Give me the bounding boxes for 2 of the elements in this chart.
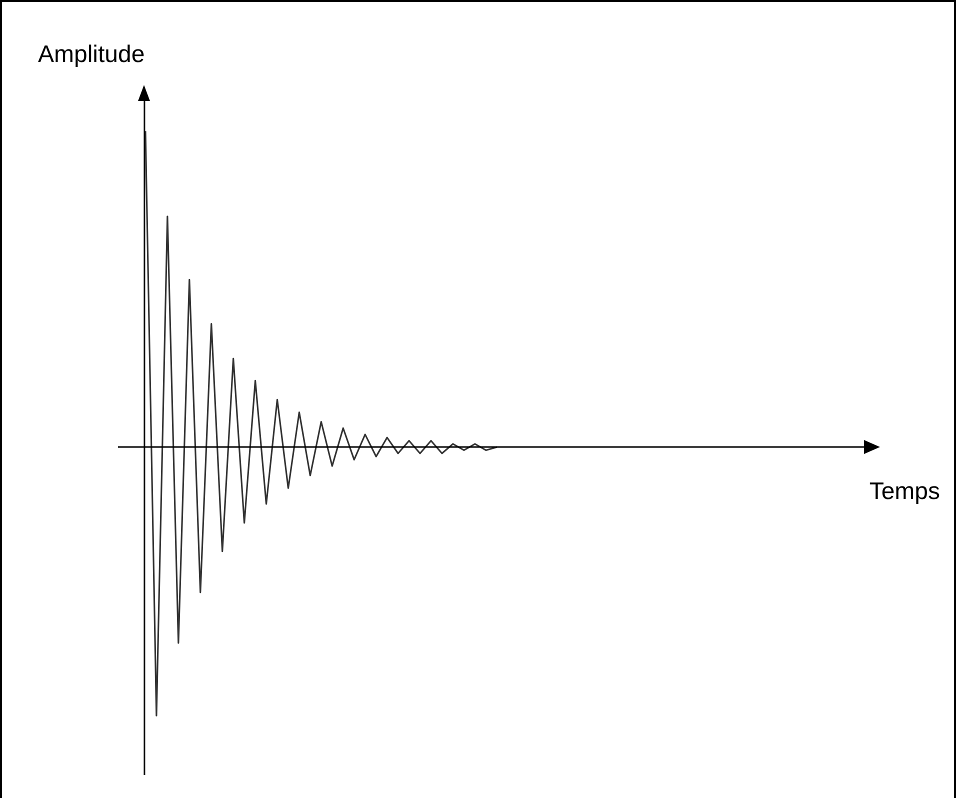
- y-axis-title: Amplitude: [38, 41, 145, 68]
- text: Temps: [869, 478, 940, 506]
